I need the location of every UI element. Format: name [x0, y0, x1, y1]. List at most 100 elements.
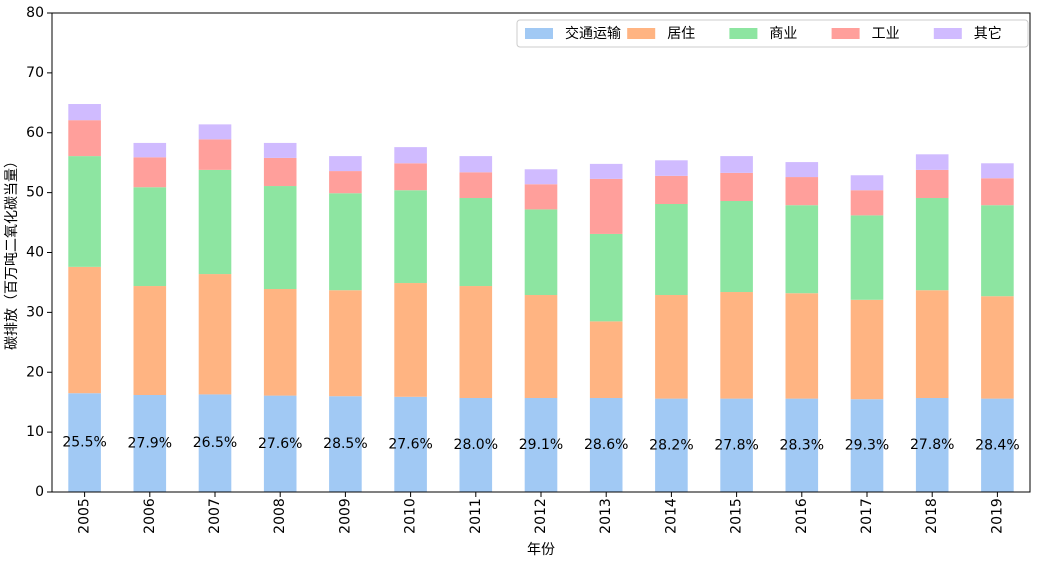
bar-segment — [198, 274, 232, 395]
x-tick-label: 2012 — [533, 498, 549, 534]
bar-segment — [850, 215, 884, 300]
bar-segment — [133, 395, 167, 492]
bar-segment — [589, 321, 623, 398]
share-label: 29.1% — [519, 437, 563, 453]
bar-segment — [785, 205, 819, 294]
y-tick-label: 60 — [26, 125, 44, 141]
x-tick-label: 2007 — [207, 498, 223, 534]
bar-segment — [198, 394, 232, 492]
bar-segment — [785, 177, 819, 206]
bar-segment — [459, 397, 493, 492]
bar-segment — [394, 163, 427, 191]
bar-segment — [133, 157, 167, 188]
bar-segment — [329, 156, 362, 172]
bar-segment — [655, 398, 688, 492]
bar-segment — [394, 147, 427, 164]
bar-segment — [850, 190, 884, 216]
bar-segment — [394, 190, 427, 284]
bar-segment — [785, 398, 819, 492]
bar-segment — [524, 295, 558, 398]
legend-label: 其它 — [974, 25, 1002, 42]
legend-swatch — [933, 28, 962, 39]
bar-segment — [915, 154, 949, 170]
bar-segment — [981, 398, 1014, 492]
bar-segment — [524, 184, 558, 210]
legend-label: 商业 — [769, 26, 797, 42]
bar-segment — [524, 397, 558, 492]
x-tick-label: 2019 — [989, 498, 1005, 534]
share-label: 27.6% — [258, 436, 302, 452]
bar-segment — [720, 172, 753, 202]
y-tick-label: 10 — [26, 424, 44, 440]
bar-segment — [655, 175, 688, 205]
bar-segment — [68, 156, 101, 267]
x-tick-label: 2006 — [142, 498, 158, 534]
bar-segment — [524, 169, 558, 185]
bar-segment — [198, 139, 232, 170]
bar-segment — [915, 198, 949, 291]
x-tick-label: 2011 — [468, 498, 484, 534]
bar-segment — [981, 296, 1014, 399]
share-label: 28.4% — [975, 437, 1019, 453]
plot-frame — [51, 12, 1031, 493]
bar-segment — [133, 187, 167, 287]
legend-label: 居住 — [667, 26, 695, 42]
bar-segment — [459, 172, 493, 199]
legend-swatch — [525, 28, 553, 39]
bar-segment — [850, 299, 884, 400]
bar-segment — [524, 209, 558, 296]
y-tick-label: 40 — [26, 245, 44, 261]
bar-segment — [329, 290, 362, 397]
bar-segment — [394, 283, 427, 397]
bar-segment — [981, 163, 1014, 179]
bar-segment — [785, 293, 819, 399]
x-tick-label: 2010 — [403, 498, 419, 534]
y-axis-label: 碳排放（百万吨二氧化碳当量） — [4, 154, 20, 350]
bar-segment — [655, 160, 688, 176]
bar-segment — [133, 286, 167, 396]
y-tick-label: 0 — [35, 484, 44, 500]
share-label: 27.9% — [128, 436, 172, 452]
bar-segment — [785, 162, 819, 178]
bar-segment — [459, 156, 493, 173]
bar-segment — [68, 266, 101, 394]
y-tick-label: 80 — [26, 5, 44, 21]
legend-label: 工业 — [872, 26, 900, 42]
x-tick-label: 2017 — [859, 498, 875, 534]
legend-box — [516, 19, 1029, 48]
share-label: 28.5% — [323, 436, 367, 452]
bar-segment — [459, 198, 493, 287]
bar-segment — [329, 193, 362, 291]
y-tick-label: 20 — [26, 364, 44, 380]
bar-segment — [720, 292, 753, 399]
bar-segment — [915, 397, 949, 492]
bar-segment — [850, 175, 884, 191]
bar-segment — [915, 290, 949, 398]
share-label: 28.2% — [649, 437, 693, 453]
x-axis-label: 年份 — [527, 542, 555, 558]
x-tick-label: 2016 — [794, 498, 810, 534]
share-label: 26.5% — [193, 435, 237, 451]
bar-segment — [655, 295, 688, 399]
bar-segment — [68, 104, 101, 121]
bar-segment — [198, 169, 232, 275]
share-label: 27.6% — [388, 436, 432, 452]
bar-segment — [68, 393, 101, 492]
x-tick-label: 2015 — [729, 498, 745, 534]
x-tick-label: 2009 — [337, 498, 353, 534]
share-label: 27.8% — [910, 437, 954, 453]
x-tick-label: 2018 — [924, 498, 940, 534]
bar-segment — [263, 395, 297, 492]
bar-segment — [981, 178, 1014, 206]
bar-segment — [589, 233, 623, 322]
bar-segment — [655, 204, 688, 296]
x-tick-label: 2008 — [272, 498, 288, 534]
share-label: 25.5% — [62, 435, 106, 451]
bar-segment — [133, 142, 167, 158]
x-tick-label: 2014 — [663, 498, 679, 534]
bar-segment — [459, 286, 493, 398]
y-tick-label: 50 — [26, 185, 44, 201]
bar-segment — [263, 186, 297, 290]
share-label: 27.8% — [714, 437, 758, 453]
